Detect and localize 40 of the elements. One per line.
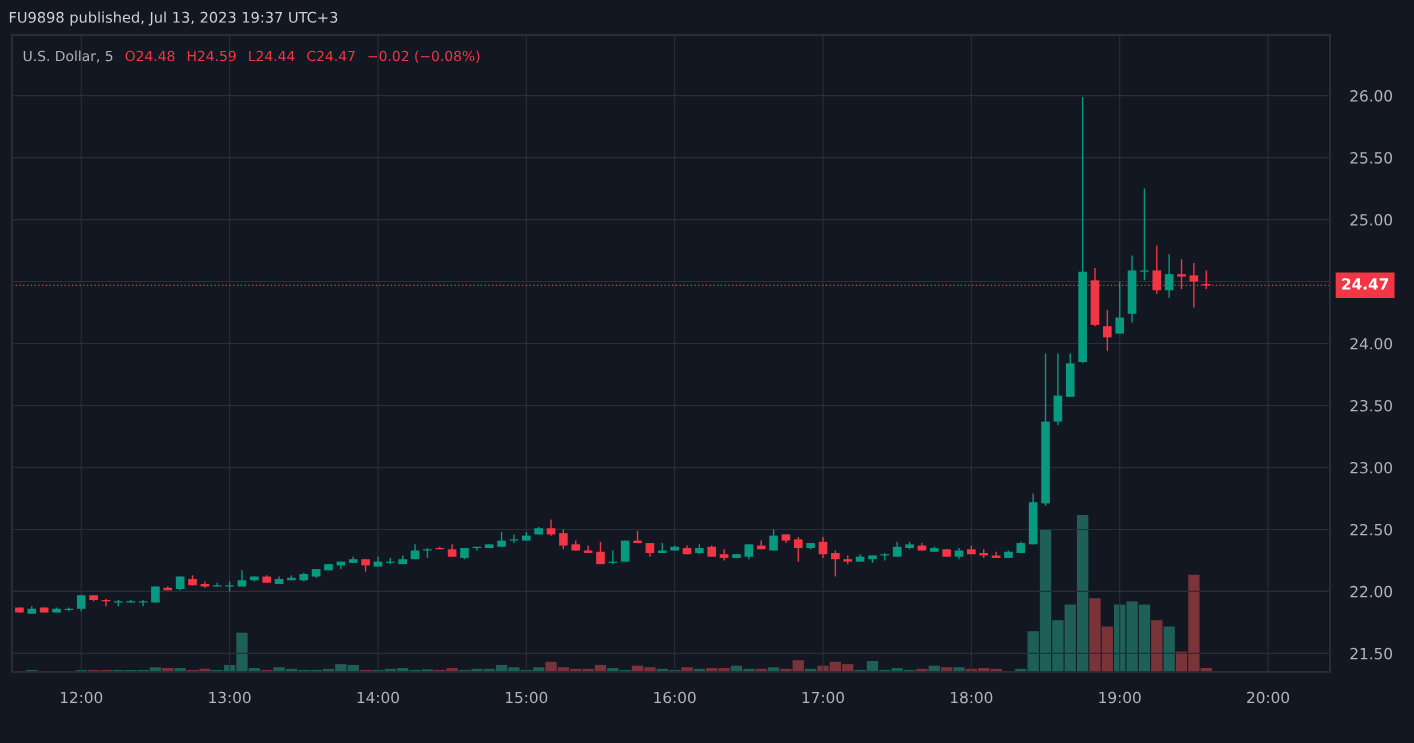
- x-tick-label: 12:00: [60, 691, 103, 704]
- x-tick-label: 13:00: [209, 691, 251, 704]
- y-tick-label: 24.00: [1350, 338, 1393, 350]
- candlestick: [793, 536, 803, 563]
- ref-line-label: 24.47: [1342, 278, 1389, 290]
- x-tick-label: 18:00: [951, 691, 993, 704]
- x-tick-label: 17:00: [802, 691, 844, 704]
- annotation: C24.47: [307, 50, 355, 62]
- y-tick-label: 26.00: [1350, 90, 1393, 102]
- candlestick: [1164, 253, 1174, 299]
- y-tick-label: 22.00: [1350, 585, 1393, 598]
- y-tick-label: 25.00: [1350, 214, 1393, 226]
- text: U.S. Dollar, 5: [23, 50, 113, 63]
- annotation: O24.48: [125, 50, 175, 62]
- bar: [1151, 620, 1163, 672]
- candlestick: [1140, 187, 1149, 282]
- candlestick: [1177, 258, 1186, 290]
- x-tick-label: 19:00: [1099, 691, 1141, 704]
- candlestick: [818, 536, 828, 559]
- x-tick-label: 16:00: [654, 691, 696, 704]
- candlestick: [1103, 309, 1112, 352]
- candlestick: [559, 528, 568, 550]
- chart-title: FU9898 published, Jul 13, 2023 19:37 UTC+3: [9, 11, 338, 26]
- annotation: H24.59: [187, 50, 236, 62]
- y-tick-label: 22.50: [1350, 523, 1393, 536]
- x-tick-label: 14:00: [357, 691, 399, 704]
- y-tick-label: 23.50: [1350, 399, 1393, 412]
- candlestick: [509, 533, 519, 544]
- y-tick-label: 21.50: [1350, 647, 1393, 660]
- x-tick-label: 15:00: [505, 691, 548, 704]
- y-tick-label: 25.50: [1350, 152, 1393, 164]
- bar: [1163, 626, 1175, 672]
- y-tick-label: 23.00: [1350, 461, 1393, 474]
- candlestick: [1115, 280, 1125, 335]
- candlestick: [769, 528, 778, 552]
- x-tick-label: 20:00: [1247, 691, 1290, 704]
- candlestick: [719, 548, 729, 562]
- candlestick: [831, 549, 840, 578]
- annotation: −0.02 (−0.08%): [368, 50, 480, 63]
- annotation: L24.44: [249, 50, 295, 62]
